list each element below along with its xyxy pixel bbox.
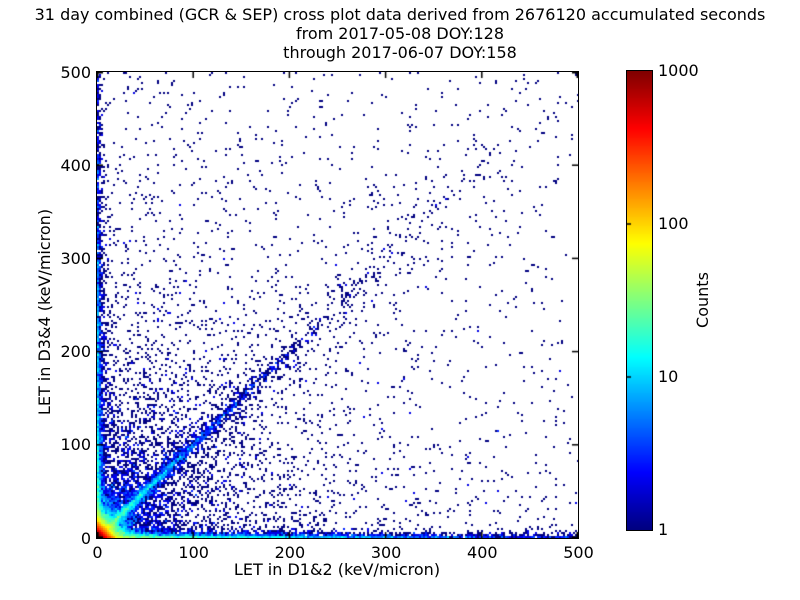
colorbar-gradient-canvas	[627, 71, 652, 530]
x-tick-label-200: 200	[274, 543, 306, 562]
y-tick-label-300: 300	[60, 248, 91, 268]
plot-frame	[96, 71, 579, 539]
x-tick-label-500: 500	[563, 543, 594, 562]
y-axis-label: LET in D3&4 (keV/micron)	[35, 208, 54, 416]
x-axis-label: LET in D1&2 (keV/micron)	[233, 560, 441, 579]
y-tick-label-400: 400	[60, 155, 91, 175]
y-tick-label-100: 100	[60, 435, 91, 455]
colorbar-tick-1000: 1000	[658, 61, 699, 80]
y-tick-label-0: 0	[80, 528, 91, 548]
x-tick-label-100: 100	[178, 543, 209, 562]
chart-title-line3: through 2017-06-07 DOY:158	[283, 43, 517, 62]
y-tick-label-500: 500	[60, 62, 91, 82]
scatter-canvas	[97, 72, 578, 538]
chart-title-line2: from 2017-05-08 DOY:128	[295, 24, 504, 43]
colorbar-tick-100: 100	[658, 214, 689, 233]
x-tick-label-400: 400	[467, 543, 498, 562]
y-tick-label-200: 200	[60, 342, 91, 362]
colorbar-label: Counts	[693, 272, 712, 328]
colorbar-tick-1: 1	[658, 520, 669, 539]
x-tick-label-0: 0	[92, 543, 103, 562]
colorbar-tick-10: 10	[658, 367, 679, 386]
chart-title-line1: 31 day combined (GCR & SEP) cross plot d…	[34, 5, 766, 24]
x-tick-label-300: 300	[370, 543, 402, 562]
colorbar	[626, 70, 653, 531]
